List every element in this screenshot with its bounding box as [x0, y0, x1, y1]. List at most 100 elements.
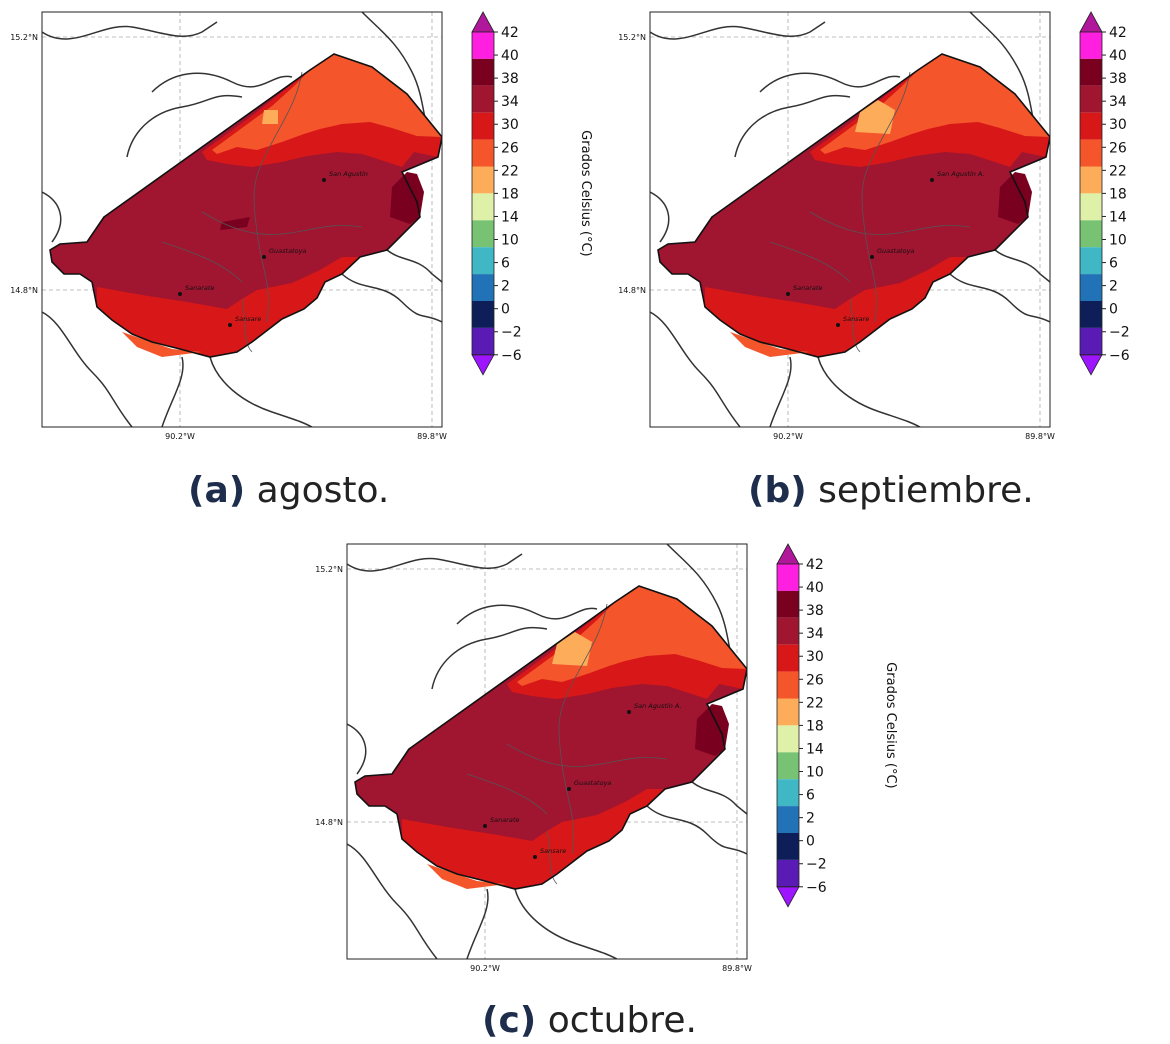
- map-panel-agosto: San Agustín Guastatoya Sanarate Sansare 15.2…: [0, 0, 600, 444]
- colorbar-tick-label: −2: [806, 857, 827, 873]
- colorbar-label: Grados Celsius (°C): [883, 662, 898, 788]
- regional-border: [650, 21, 826, 40]
- colorbar-tick-label: 26: [501, 140, 519, 156]
- colorbar-tick-label: −2: [1109, 325, 1130, 341]
- colorbar-segment: [777, 590, 799, 618]
- colorbar-tick-label: 42: [806, 557, 824, 573]
- colorbar-tick-label: 0: [501, 302, 510, 318]
- regional-border: [126, 94, 243, 158]
- map-svg-octubre: San Agustín A. Guastatoya Sanarate Sansare 1…: [315, 543, 898, 973]
- colorbar-segment: [1080, 166, 1102, 194]
- colorbar-segment: [777, 779, 799, 807]
- department-outline: [49, 53, 442, 358]
- map-svg-agosto: San Agustín Guastatoya Sanarate Sansare 15.2…: [10, 11, 593, 441]
- colorbar-tick-label: 18: [1109, 186, 1127, 202]
- colorbar-segment: [472, 166, 494, 194]
- town-marker: [262, 255, 266, 259]
- lon-label-90-2: 90.2°W: [773, 432, 803, 440]
- colorbar-segment: [777, 671, 799, 699]
- town-label: San Agustín A.: [937, 170, 985, 178]
- colorbar-extend-bottom: [1079, 354, 1103, 376]
- colorbar-tick-label: 22: [501, 163, 519, 179]
- town-label: Guastatoya: [269, 247, 306, 255]
- regional-border: [994, 249, 1050, 283]
- colorbar-segment: [777, 833, 799, 860]
- town-label: Sansare: [843, 315, 869, 323]
- town-marker: [483, 824, 487, 828]
- regional-border: [42, 21, 218, 40]
- colorbar-tick-label: 38: [806, 603, 824, 619]
- lat-label-14-8: 14.8°N: [315, 818, 343, 827]
- colorbar-segment: [1080, 32, 1102, 59]
- regional-border: [650, 191, 670, 243]
- colorbar-extend-top: [471, 11, 495, 33]
- colorbar-tick-label: 30: [501, 117, 519, 133]
- colorbar-tick-label: 14: [1109, 209, 1127, 225]
- colorbar-segment: [777, 617, 799, 645]
- colorbar-segment: [472, 139, 494, 167]
- town-label: Guastatoya: [877, 247, 914, 255]
- lon-label-90-2: 90.2°W: [470, 964, 500, 972]
- colorbar-tick-label: 18: [501, 186, 519, 202]
- colorbar-segment: [777, 644, 799, 672]
- regional-border: [949, 273, 1050, 323]
- lon-label-89-8: 89.8°W: [417, 432, 447, 440]
- regional-border: [456, 604, 598, 625]
- caption-month-a: agosto.: [256, 470, 390, 511]
- colorbar-tick-label: −6: [501, 348, 522, 364]
- temperature-zone-34-38: [998, 172, 1032, 224]
- colorbar-tick-label: 26: [1109, 140, 1127, 156]
- colorbar-extend-top: [776, 543, 800, 565]
- town-label: Guastatoya: [574, 779, 611, 787]
- colorbar-segment: [777, 725, 799, 753]
- town-marker: [627, 710, 631, 714]
- colorbar-segment: [1080, 58, 1102, 86]
- colorbar-segment: [472, 32, 494, 59]
- caption-octubre: (c) octubre.: [482, 1000, 697, 1041]
- colorbar-segment: [1080, 139, 1102, 167]
- temperature-zone-22-26: [212, 54, 442, 154]
- map-frame: [41, 11, 443, 428]
- colorbar-tick-label: 38: [1109, 71, 1127, 87]
- lat-label-15-2: 15.2°N: [10, 33, 38, 42]
- colorbar-tick-label: 30: [1109, 117, 1127, 133]
- municipal-boundary: [558, 603, 608, 855]
- map-area: San Agustín Guastatoya Sanarate Sansare 15.2…: [10, 11, 447, 441]
- colorbar-segment: [777, 752, 799, 780]
- lon-label-89-8: 89.8°W: [722, 964, 752, 972]
- colorbar-extend-bottom: [471, 354, 495, 376]
- colorbar-tick-label: 10: [501, 233, 519, 249]
- municipal-boundary: [253, 71, 303, 323]
- map-area: San Agustín A. Guastatoya Sanarate Sansare 1…: [315, 543, 752, 973]
- colorbar-tick-label: 18: [806, 718, 824, 734]
- colorbar-segment: [1080, 85, 1102, 113]
- colorbar-tick-label: 40: [501, 48, 519, 64]
- lat-label-14-8: 14.8°N: [618, 286, 646, 295]
- map-panel-septiembre: San Agustín A. Guastatoya Sanarate Sansare 1…: [604, 0, 1170, 444]
- lon-label-89-8: 89.8°W: [1025, 432, 1055, 440]
- caption-month-c: octubre.: [547, 1000, 697, 1041]
- map-svg-septiembre: San Agustín A. Guastatoya Sanarate Sansare 1…: [618, 11, 1130, 441]
- colorbar-tick-label: 14: [806, 741, 824, 757]
- colorbar-tick-label: 38: [501, 71, 519, 87]
- temperature-zone-18-22: [552, 632, 592, 666]
- colorbar-tick-label: 10: [806, 765, 824, 781]
- colorbar-tick-label: 40: [1109, 48, 1127, 64]
- lat-label-15-2: 15.2°N: [618, 33, 646, 42]
- colorbar-segment: [472, 247, 494, 275]
- colorbar-tick-label: 26: [806, 672, 824, 688]
- town-label: San Agustín A.: [634, 702, 682, 710]
- temperature-zone-22-26-south: [730, 332, 810, 357]
- municipal-boundary: [861, 71, 911, 323]
- colorbar-tick-label: 42: [501, 25, 519, 41]
- temperature-zone-34-38: [695, 704, 729, 756]
- colorbar-tick-label: 0: [1109, 302, 1118, 318]
- colorbar-segment: [777, 859, 799, 887]
- regional-border: [347, 553, 523, 572]
- colorbar-segment: [472, 112, 494, 140]
- colorbar-tick-label: −6: [1109, 348, 1130, 364]
- temperature-zone-22-26-south: [122, 332, 202, 357]
- town-marker: [533, 855, 537, 859]
